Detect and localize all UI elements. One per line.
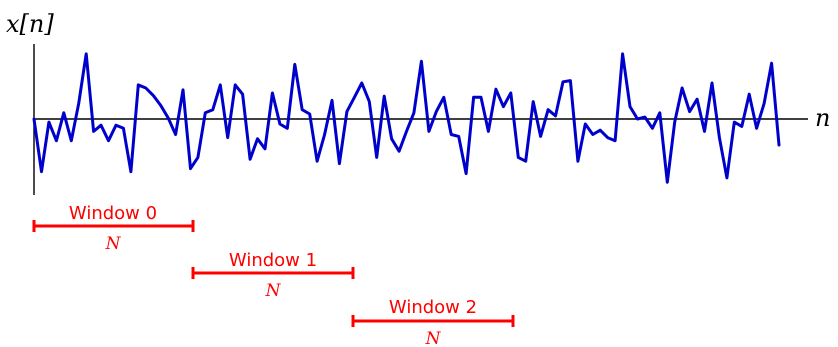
- window-0-label: Window 0: [69, 203, 157, 224]
- window-2-length-label: N: [425, 329, 442, 347]
- x-axis-label: n: [815, 104, 830, 132]
- window-2-label: Window 2: [389, 297, 477, 318]
- window-0-length-label: N: [105, 234, 122, 254]
- window-1-label: Window 1: [229, 250, 317, 271]
- y-axis-label: x[n]: [6, 10, 54, 38]
- window-2: Window 2 N: [351, 297, 515, 347]
- window-0: Window 0 N: [32, 203, 195, 254]
- window-1: Window 1 N: [191, 250, 355, 301]
- window-1-length-label: N: [265, 281, 282, 301]
- signal-trace: [32, 52, 781, 184]
